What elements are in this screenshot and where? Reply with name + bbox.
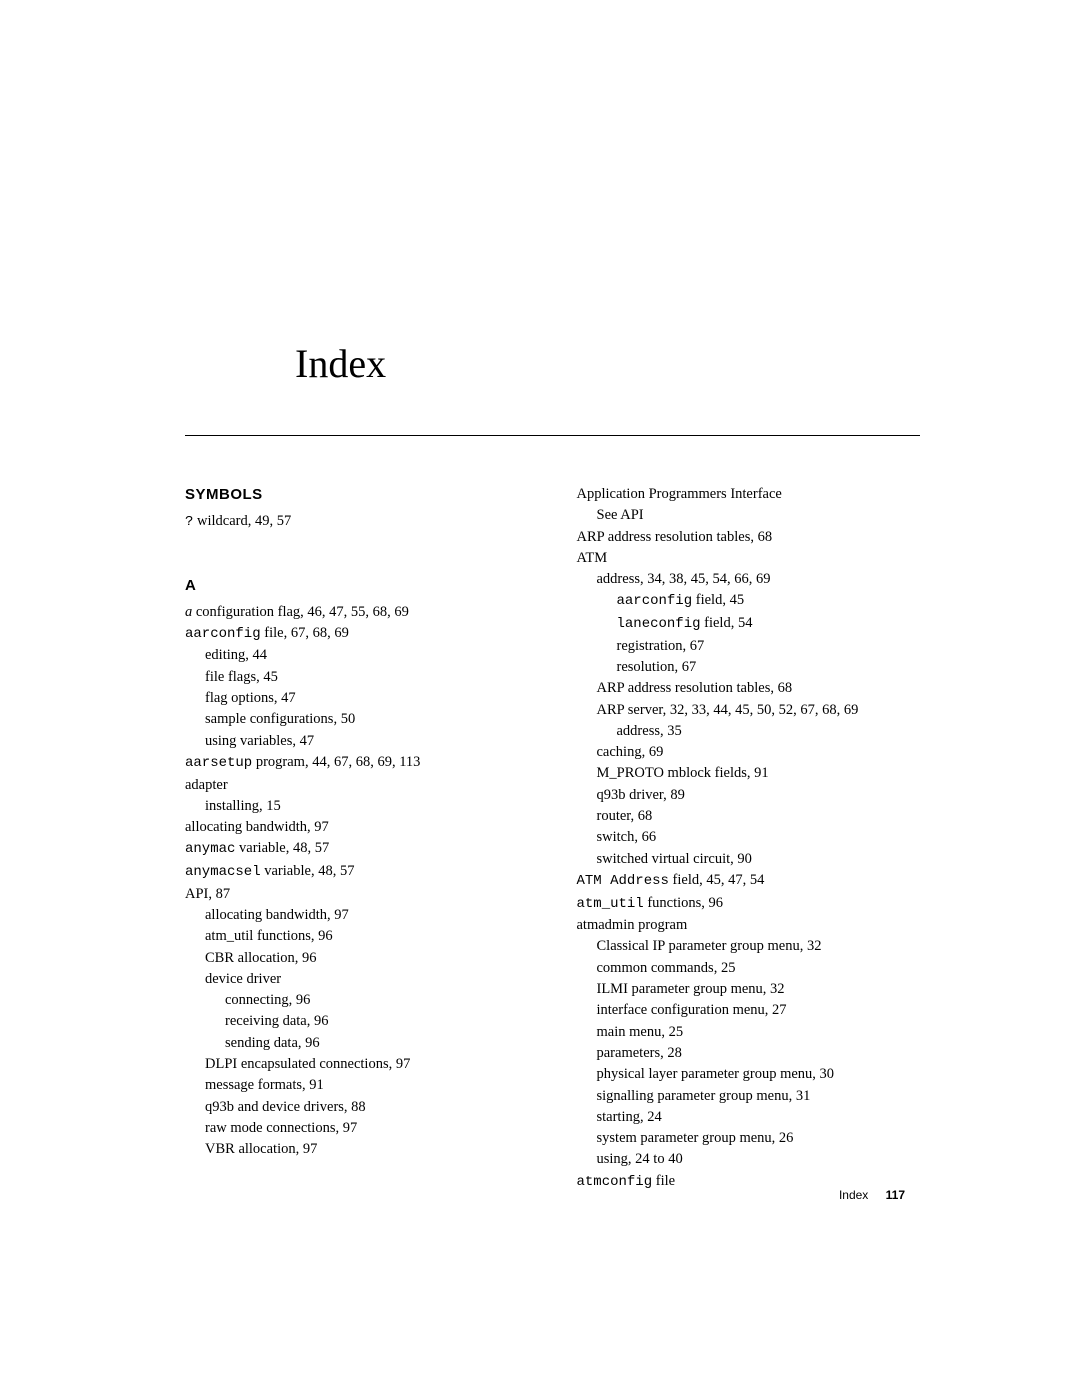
entry-api-vbr: VBR allocation, 97: [185, 1139, 529, 1159]
entry-api-recv: receiving data, 96: [185, 1011, 529, 1031]
entry-atm-caching: caching, 69: [577, 742, 921, 762]
page-title: Index: [295, 340, 920, 387]
entry-atm-res: resolution, 67: [577, 657, 921, 677]
atm-aarconfig-mono: aarconfig: [617, 593, 693, 609]
anymacsel-mono: anymacsel: [185, 864, 261, 880]
anymac-mono: anymac: [185, 841, 235, 857]
entry-alloc-bw: allocating bandwidth, 97: [185, 817, 529, 837]
entry-atm-arp-server: ARP server, 32, 33, 44, 45, 50, 52, 67, …: [577, 700, 921, 720]
index-columns: SYMBOLS ? wildcard, 49, 57 A a configura…: [185, 484, 920, 1193]
entry-atmadmin: atmadmin program: [577, 915, 921, 935]
entry-api-atm-util: atm_util functions, 96: [185, 926, 529, 946]
entry-atmadmin-using: using, 24 to 40: [577, 1149, 921, 1169]
entry-atmadmin-classical: Classical IP parameter group menu, 32: [577, 936, 921, 956]
entry-atmadmin-phys: physical layer parameter group menu, 30: [577, 1064, 921, 1084]
entry-api-dev-driver: device driver: [185, 969, 529, 989]
entry-sample-config: sample configurations, 50: [185, 709, 529, 729]
entry-atmadmin-iface: interface configuration menu, 27: [577, 1000, 921, 1020]
section-heading-symbols: SYMBOLS: [185, 484, 529, 505]
entry-api-send: sending data, 96: [185, 1033, 529, 1053]
entry-atm-router: router, 68: [577, 806, 921, 826]
entry-flag-options: flag options, 47: [185, 688, 529, 708]
entry-api-q93b: q93b and device drivers, 88: [185, 1097, 529, 1117]
entry-adapter: adapter: [185, 775, 529, 795]
right-column: Application Programmers Interface See AP…: [577, 484, 921, 1193]
anymacsel-text: variable, 48, 57: [261, 863, 355, 879]
section-heading-a: A: [185, 575, 529, 596]
entry-file-flags: file flags, 45: [185, 667, 529, 687]
entry-installing: installing, 15: [185, 796, 529, 816]
entry-atm-aarconfig: aarconfig field, 45: [577, 590, 921, 612]
atm-laneconfig-text: field, 54: [701, 615, 753, 631]
entry-atmadmin-ilmi: ILMI parameter group menu, 32: [577, 979, 921, 999]
atmconfig-mono: atmconfig: [577, 1174, 653, 1190]
entry-aarsetup: aarsetup program, 44, 67, 68, 69, 113: [185, 752, 529, 774]
entry-atmadmin-common: common commands, 25: [577, 958, 921, 978]
left-column: SYMBOLS ? wildcard, 49, 57 A a configura…: [185, 484, 529, 1193]
wildcard-text: wildcard, 49, 57: [193, 513, 291, 529]
entry-atm-mproto: M_PROTO mblock fields, 91: [577, 763, 921, 783]
atm-aarconfig-text: field, 45: [692, 592, 744, 608]
entry-see-api: See API: [577, 505, 921, 525]
entry-atm-addr-field: ATM Address field, 45, 47, 54: [577, 870, 921, 892]
entry-api-cbr: CBR allocation, 96: [185, 948, 529, 968]
entry-atmadmin-sig: signalling parameter group menu, 31: [577, 1086, 921, 1106]
entry-atmadmin-params: parameters, 28: [577, 1043, 921, 1063]
aarconfig-text: file, 67, 68, 69: [261, 625, 349, 641]
entry-atm-address: address, 34, 38, 45, 54, 66, 69: [577, 569, 921, 589]
atmconfig-text: file: [652, 1173, 675, 1189]
entry-editing: editing, 44: [185, 645, 529, 665]
page-footer: Index 117: [839, 1188, 905, 1202]
atm-util-text: functions, 96: [644, 895, 723, 911]
entry-api-msg-fmt: message formats, 91: [185, 1075, 529, 1095]
entry-atmadmin-start: starting, 24: [577, 1107, 921, 1127]
entry-wildcard: ? wildcard, 49, 57: [185, 511, 529, 533]
entry-atm-switch: switch, 66: [577, 827, 921, 847]
entry-anymac: anymac variable, 48, 57: [185, 838, 529, 860]
entry-anymacsel: anymacsel variable, 48, 57: [185, 861, 529, 883]
entry-atm-arp-addr: address, 35: [577, 721, 921, 741]
atm-util-mono: atm_util: [577, 896, 644, 912]
entry-atmadmin-sys: system parameter group menu, 26: [577, 1128, 921, 1148]
entry-api-dlpi: DLPI encapsulated connections, 97: [185, 1054, 529, 1074]
aarconfig-mono: aarconfig: [185, 626, 261, 642]
entry-atm-svc: switched virtual circuit, 90: [577, 849, 921, 869]
entry-app-prog: Application Programmers Interface: [577, 484, 921, 504]
entry-atm-reg: registration, 67: [577, 636, 921, 656]
aarsetup-text: program, 44, 67, 68, 69, 113: [252, 754, 420, 770]
a-config-text: configuration flag, 46, 47, 55, 68, 69: [192, 604, 409, 620]
aarsetup-mono: aarsetup: [185, 755, 252, 771]
footer-page-number: 117: [886, 1188, 905, 1202]
atm-laneconfig-mono: laneconfig: [617, 616, 701, 632]
entry-api-connecting: connecting, 96: [185, 990, 529, 1010]
entry-atm: ATM: [577, 548, 921, 568]
entry-api-alloc-bw: allocating bandwidth, 97: [185, 905, 529, 925]
entry-atm-laneconfig: laneconfig field, 54: [577, 613, 921, 635]
entry-using-variables: using variables, 47: [185, 731, 529, 751]
entry-api: API, 87: [185, 884, 529, 904]
entry-a-config-flag: a configuration flag, 46, 47, 55, 68, 69: [185, 602, 529, 622]
entry-api-raw: raw mode connections, 97: [185, 1118, 529, 1138]
entry-aarconfig: aarconfig file, 67, 68, 69: [185, 623, 529, 645]
atm-addr-field-mono: ATM Address: [577, 873, 669, 889]
entry-atm-q93b: q93b driver, 89: [577, 785, 921, 805]
page-container: Index SYMBOLS ? wildcard, 49, 57 A a con…: [0, 0, 1080, 1193]
entry-arp-tables: ARP address resolution tables, 68: [577, 527, 921, 547]
entry-atm-arp-tables: ARP address resolution tables, 68: [577, 678, 921, 698]
atm-addr-field-text: field, 45, 47, 54: [669, 872, 764, 888]
entry-atm-util: atm_util functions, 96: [577, 893, 921, 915]
page-divider: [185, 435, 920, 436]
footer-label: Index: [839, 1188, 868, 1202]
entry-atmadmin-main: main menu, 25: [577, 1022, 921, 1042]
anymac-text: variable, 48, 57: [235, 840, 329, 856]
